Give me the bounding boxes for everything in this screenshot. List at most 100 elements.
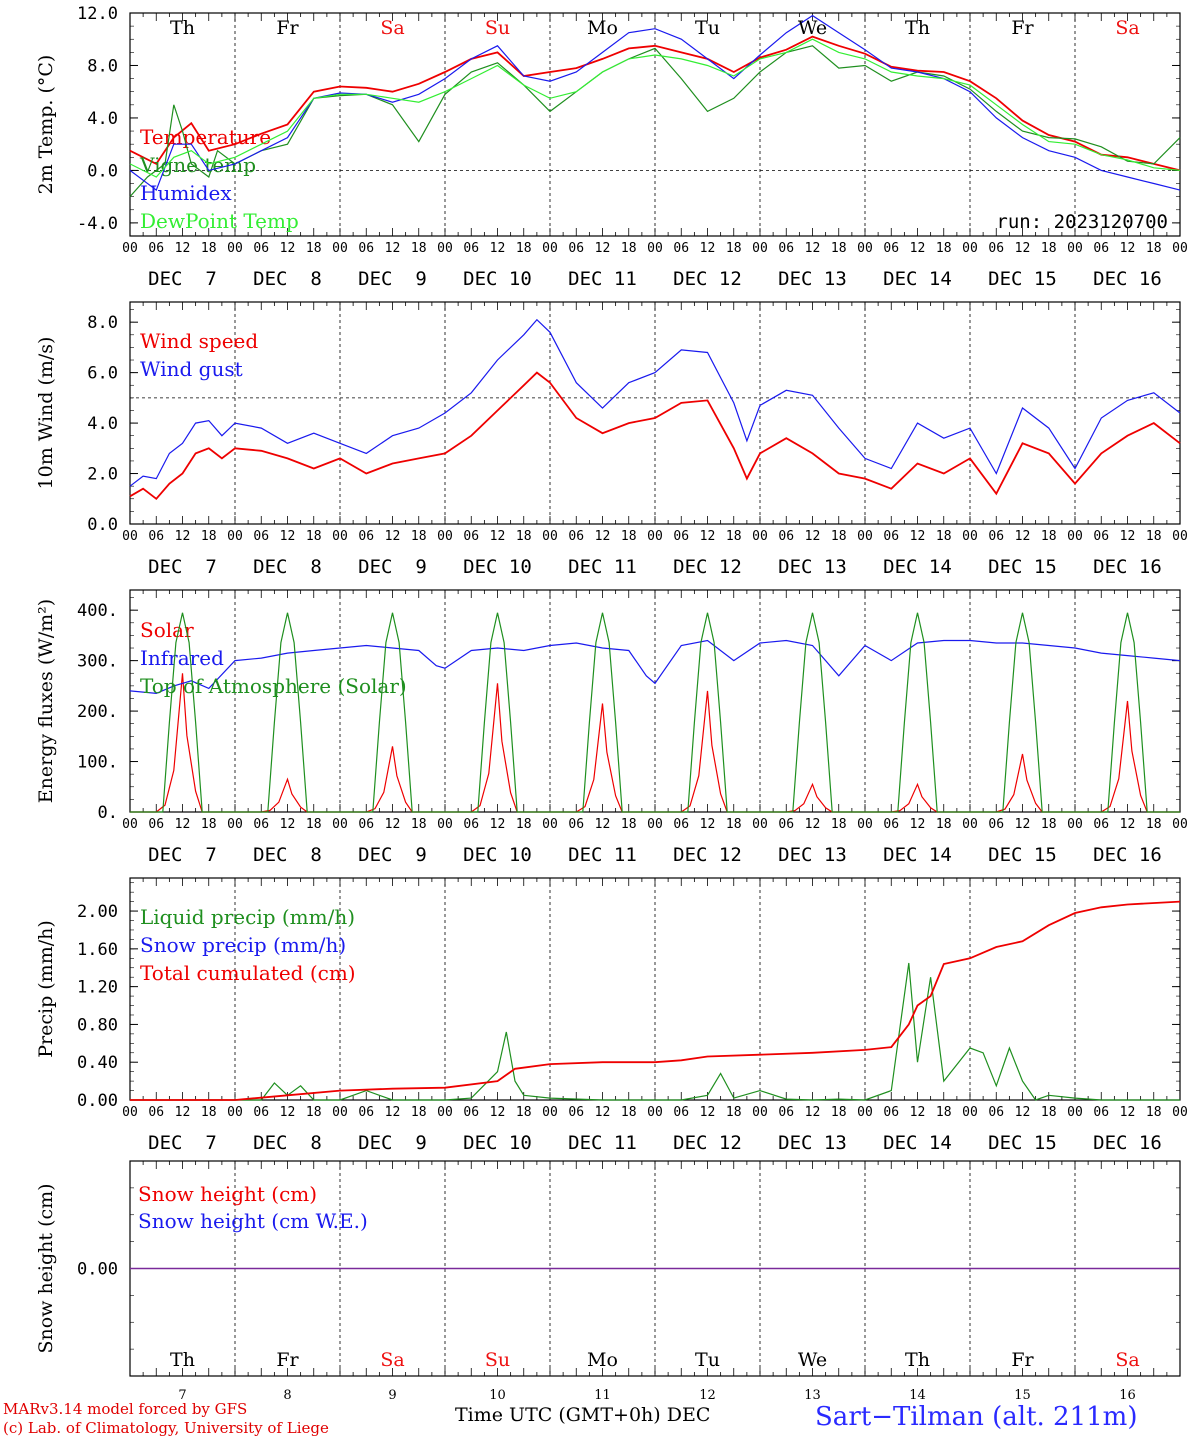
hour-tick-label: 00 [752,817,768,832]
hour-tick-label: 00 [542,241,558,256]
date-label: DEC 16 [1093,268,1162,290]
hour-tick-label: 18 [831,1105,847,1120]
hour-tick-label: 12 [700,817,716,832]
date-label: DEC 11 [568,268,637,290]
hour-tick-label: 00 [857,241,873,256]
date-label: DEC 14 [883,556,952,578]
date-label: DEC 16 [1093,556,1162,578]
date-label: DEC 14 [883,268,952,290]
y-axis-label: Energy fluxes (W/m²) [35,599,57,803]
hour-tick-label: 00 [962,817,978,832]
date-label: DEC 8 [253,268,322,290]
date-label: DEC 9 [358,556,427,578]
hour-tick-label: 00 [647,529,663,544]
hour-tick-label: 06 [463,1105,479,1120]
hour-tick-label: 00 [752,241,768,256]
date-label: DEC 8 [253,556,322,578]
y-tick-label: 2.00 [77,902,118,922]
series-line-liquid-precip-mm-h- [130,962,1180,1101]
date-label: DEC 9 [358,1132,427,1154]
day-name: Fr [1011,1349,1034,1371]
hour-tick-label: 18 [831,529,847,544]
hour-tick-label: 06 [358,529,374,544]
y-tick-label: 2.0 [87,465,118,485]
hour-tick-label: 06 [253,529,269,544]
y-tick-label: 12.0 [77,4,118,24]
hour-tick-label: 06 [673,241,689,256]
y-tick-label: 8.0 [87,56,118,76]
hour-tick-label: 12 [280,817,296,832]
day-name: Su [485,1349,510,1371]
hour-tick-label: 18 [1146,817,1162,832]
date-label: DEC 15 [988,844,1057,866]
hour-tick-label: 12 [1015,1105,1031,1120]
series-line-infrared [129,639,1181,695]
date-label: DEC 7 [148,844,217,866]
date-label: DEC 14 [883,844,952,866]
hour-tick-label: 12 [910,529,926,544]
hour-tick-label: 06 [148,1105,164,1120]
y-tick-label: 0.0 [87,515,118,535]
hour-tick-label: 18 [726,1105,742,1120]
hour-tick-label: 12 [595,529,611,544]
day-number: 13 [804,1388,821,1403]
hour-tick-label: 18 [516,529,532,544]
hour-tick-label: 00 [227,529,243,544]
day-name: Fr [1011,17,1034,39]
series-line-temperature [129,35,1181,172]
date-label: DEC 13 [778,844,847,866]
hour-tick-label: 18 [831,817,847,832]
hour-tick-label: 18 [1146,529,1162,544]
hour-tick-label: 06 [568,529,584,544]
hour-tick-label: 06 [358,241,374,256]
hour-tick-label: 00 [752,529,768,544]
hour-tick-label: 00 [1172,529,1188,544]
hour-tick-label: 06 [1093,1105,1109,1120]
y-axis-label: 2m Temp. (°C) [35,55,57,195]
hour-tick-label: 06 [568,241,584,256]
y-tick-label: 0.00 [77,1260,118,1280]
hour-tick-label: 06 [253,241,269,256]
day-name: Mo [587,17,618,39]
hour-tick-label: 00 [122,529,138,544]
hour-tick-label: 06 [883,529,899,544]
station-label: Sart−Tilman (alt. 211m) [815,1402,1138,1432]
hour-tick-label: 12 [805,241,821,256]
y-tick-label: 6.0 [87,364,118,384]
hour-tick-label: 00 [1067,1105,1083,1120]
hour-tick-label: 18 [516,1105,532,1120]
hour-tick-label: 18 [726,817,742,832]
date-label: DEC 16 [1093,844,1162,866]
hour-tick-label: 00 [1172,241,1188,256]
day-name: Su [485,17,510,39]
hour-tick-label: 12 [385,817,401,832]
hour-tick-label: 18 [621,241,637,256]
day-name: Fr [276,17,299,39]
date-label: DEC 13 [778,1132,847,1154]
hour-tick-label: 18 [306,1105,322,1120]
series-line-dewpoint-temp [129,38,1181,178]
date-label: DEC 15 [988,556,1057,578]
hour-tick-label: 12 [1120,1105,1136,1120]
lab-credit: (c) Lab. of Climatology, University of L… [3,1419,329,1437]
day-number: 15 [1014,1388,1031,1403]
hour-tick-label: 00 [1172,817,1188,832]
day-name: Tu [695,17,720,39]
day-number: 7 [178,1388,186,1403]
hour-tick-label: 06 [358,1105,374,1120]
date-label: DEC 11 [568,844,637,866]
legend-entry: Temperature [140,125,271,149]
hour-tick-label: 06 [883,817,899,832]
y-axis-label: 10m Wind (m/s) [35,337,57,490]
date-label: DEC 10 [463,268,532,290]
hour-tick-label: 12 [175,529,191,544]
hour-tick-label: 06 [988,1105,1004,1120]
hour-tick-label: 18 [936,817,952,832]
hour-tick-label: 18 [516,817,532,832]
y-tick-label: 0. [98,803,118,823]
day-name: Sa [380,1349,404,1371]
hour-tick-label: 00 [647,817,663,832]
legend-entry: Wind gust [140,357,243,381]
day-name: Th [170,1349,195,1371]
